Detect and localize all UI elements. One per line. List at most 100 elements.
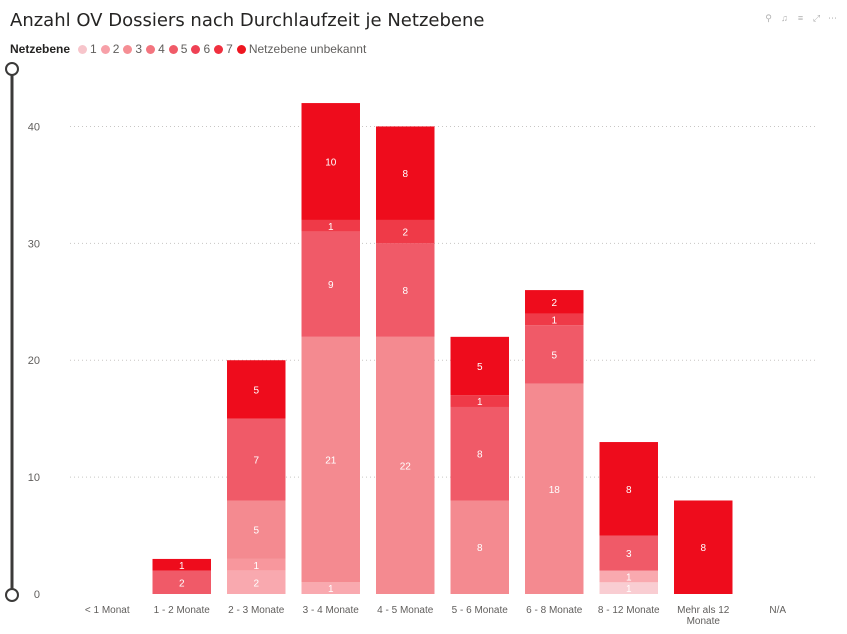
legend-item[interactable]: 5 [168,42,187,56]
y-tick-label: 20 [28,355,40,367]
legend-label: 3 [135,42,143,56]
bar-segment[interactable] [227,500,286,559]
bar-segment[interactable] [227,558,286,571]
zoom-slider-handle-bottom[interactable] [5,588,19,602]
legend-item[interactable]: 1 [78,42,97,56]
y-tick-label: 30 [28,238,40,250]
data-label: 2 [179,578,185,589]
legend-label: 7 [226,42,233,56]
legend-item[interactable]: 6 [191,42,210,56]
data-label: 5 [477,362,483,373]
legend-item[interactable]: 3 [123,42,142,56]
x-tick-label: Mehr als 12 [677,605,730,616]
legend-item[interactable]: Netzebene unbekannt [236,42,366,56]
data-label: 2 [253,578,259,589]
data-label: 1 [626,584,632,595]
legend-dot-icon [100,44,110,54]
bar-segment[interactable] [301,103,360,220]
x-tick-label: < 1 Monat [85,605,130,616]
legend-title: Netzebene [10,42,71,56]
bar-segment[interactable] [152,558,211,571]
bar-segment[interactable] [376,336,435,594]
bar-segment[interactable] [599,582,658,594]
data-label: 9 [328,280,334,291]
data-label: 5 [253,526,259,537]
bar-segment[interactable] [301,336,360,583]
legend-dot-icon [78,44,88,54]
bar-segment[interactable] [152,570,211,594]
bar-segment[interactable] [227,360,286,419]
data-label: 21 [325,456,337,467]
bar-segment[interactable] [525,325,584,384]
data-label: 2 [402,228,408,239]
y-tick-label: 0 [34,589,40,601]
bar-segment[interactable] [301,219,360,232]
legend: Netzebene 1 2 3 4 5 6 7 Netzebene unbeka… [10,42,370,56]
legend-dot-icon [236,44,246,54]
legend-item[interactable]: 2 [100,42,120,56]
bar-segment[interactable] [525,313,584,326]
data-label: 7 [253,456,259,467]
data-label: 3 [626,549,632,560]
bar-segment[interactable] [450,406,509,501]
data-label: 5 [551,350,557,361]
zoom-slider-handle-top[interactable] [5,62,19,76]
chart-title: Anzahl OV Dossiers nach Durchlaufzeit je… [10,10,485,31]
data-label: 1 [328,222,334,233]
bar-segment[interactable] [376,219,435,244]
data-label: 8 [477,543,483,554]
bar-segment[interactable] [376,126,435,220]
bar-segment[interactable] [525,290,584,314]
data-label: 1 [328,584,334,595]
bar-segment[interactable] [599,535,658,571]
bar-segment[interactable] [525,383,584,594]
legend-dot-icon [191,44,201,54]
filter-icon[interactable]: ≡ [797,13,804,23]
data-label: 8 [700,543,706,554]
bar-segment[interactable] [227,418,286,501]
bar-segment[interactable] [674,500,733,594]
legend-label: 6 [203,42,211,56]
x-tick-label: 6 - 8 Monate [526,605,583,616]
data-label: 8 [402,169,408,180]
bar-segment[interactable] [301,582,360,594]
bar-segment[interactable] [376,243,435,337]
bell-icon[interactable]: ♫ [781,13,788,23]
data-label: 1 [253,561,259,572]
data-label: 18 [549,485,561,496]
x-tick-label: N/A [769,605,786,616]
data-label: 1 [551,315,557,326]
legend-item[interactable]: 4 [146,42,165,56]
bar-segment[interactable] [301,231,360,337]
more-options-icon[interactable]: ⋯ [828,13,837,23]
data-label: 8 [477,450,483,461]
pin-icon[interactable]: ⚲ [765,13,772,23]
y-tick-label: 10 [28,472,40,484]
bar-segment[interactable] [599,570,658,583]
data-label: 1 [477,397,483,408]
legend-dot-icon [168,44,178,54]
bar-segment[interactable] [450,500,509,594]
bar-segment[interactable] [599,442,658,536]
data-label: 2 [551,298,557,309]
bar-segment[interactable] [450,395,509,407]
legend-item[interactable]: 7 [214,42,233,56]
data-label: 1 [179,561,185,572]
visual-header-toolbar: ⚲ ♫ ≡ ⤢ ⋯ [764,14,837,23]
data-label: 10 [325,158,337,169]
bar-segment[interactable] [450,336,509,396]
focus-mode-icon[interactable]: ⤢ [812,13,821,23]
data-label: 8 [402,286,408,297]
x-tick-label: Monate [687,616,721,627]
data-label: 1 [626,572,632,583]
legend-label: 1 [90,42,97,56]
legend-label: 2 [112,42,120,56]
legend-dot-icon [123,44,133,54]
x-tick-label: 3 - 4 Monate [303,605,360,616]
y-tick-label: 40 [28,121,40,133]
bar-segment[interactable] [227,570,286,594]
legend-dot-icon [146,44,156,54]
data-label: 8 [626,485,632,496]
x-tick-label: 2 - 3 Monate [228,605,285,616]
